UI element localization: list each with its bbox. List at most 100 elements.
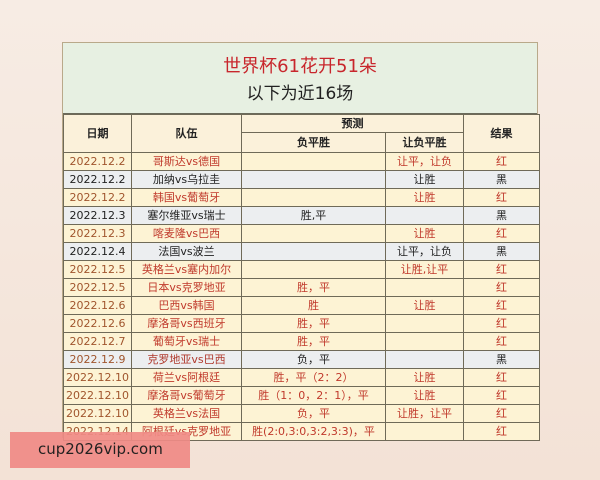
- date-cell: 2022.12.10: [63, 404, 132, 423]
- team-cell: 喀麦隆vs巴西: [131, 224, 242, 243]
- fps-cell: [241, 242, 386, 261]
- table-row: 2022.12.10 荷兰vs阿根廷 胜，平（2：2） 让胜红: [63, 368, 540, 387]
- fps-cell: 胜,平: [241, 206, 386, 225]
- table-row: 2022.12.3 喀麦隆vs巴西 让胜红: [63, 224, 540, 243]
- handicap-cell: [385, 350, 464, 369]
- title-box: 世界杯61花开51朵 以下为近16场: [63, 43, 537, 114]
- date-cell: 2022.12.9: [63, 350, 132, 369]
- date-cell: 2022.12.5: [63, 278, 132, 297]
- fps-cell: 胜（1：0，2：1），平: [241, 386, 386, 405]
- date-cell: 2022.12.2: [63, 152, 132, 171]
- team-cell: 哥斯达vs德国: [131, 152, 242, 171]
- header-prediction: 预测: [241, 114, 464, 133]
- date-cell: 2022.12.3: [63, 206, 132, 225]
- result-cell: 红: [463, 422, 540, 441]
- fps-cell: [241, 260, 386, 279]
- handicap-cell: 让胜,让平: [385, 260, 464, 279]
- table-row: 2022.12.6 摩洛哥vs西班牙 胜，平 红: [63, 314, 540, 333]
- team-cell: 巴西vs韩国: [131, 296, 242, 315]
- table-row: 2022.12.14阿根廷vs克罗地亚胜(2:0,3:0,3:2,3:3)，平红: [63, 422, 540, 441]
- date-cell: 2022.12.7: [63, 332, 132, 351]
- team-cell: 日本vs克罗地亚: [131, 278, 242, 297]
- header-result: 结果: [463, 114, 540, 153]
- handicap-cell: [385, 422, 464, 441]
- team-cell: 加纳vs乌拉圭: [131, 170, 242, 189]
- handicap-cell: 让平，让负: [385, 152, 464, 171]
- table-row: 2022.12.3 塞尔维亚vs瑞士 胜,平 黑: [63, 206, 540, 225]
- date-cell: 2022.12.10: [63, 386, 132, 405]
- team-cell: 摩洛哥vs西班牙: [131, 314, 242, 333]
- handicap-cell: [385, 278, 464, 297]
- table-row: 2022.12.9 克罗地亚vs巴西 负，平 黑: [63, 350, 540, 369]
- date-cell: 2022.12.2: [63, 188, 132, 207]
- handicap-cell: [385, 314, 464, 333]
- result-cell: 红: [463, 332, 540, 351]
- date-cell: 2022.12.5: [63, 260, 132, 279]
- team-cell: 英格兰vs塞内加尔: [131, 260, 242, 279]
- title: 世界杯61花开51朵: [223, 56, 377, 77]
- fps-cell: [241, 152, 386, 171]
- table-row: 2022.12.10 英格兰vs法国 负，平 让胜，让平红: [63, 404, 540, 423]
- prediction-table: 日期 队伍 预测 结果 负平胜 让负平胜 2022.12.2 哥斯达vs德国 让平，…: [63, 114, 540, 441]
- result-cell: 红: [463, 224, 540, 243]
- watermark-text: cup2026vip.com: [38, 440, 163, 458]
- date-cell: 2022.12.3: [63, 224, 132, 243]
- team-cell: 阿根廷vs克罗地亚: [131, 422, 242, 441]
- table-row: 2022.12.2 韩国vs葡萄牙 让胜红: [63, 188, 540, 207]
- team-cell: 荷兰vs阿根廷: [131, 368, 242, 387]
- handicap-cell: 让胜: [385, 368, 464, 387]
- result-cell: 红: [463, 188, 540, 207]
- result-cell: 红: [463, 278, 540, 297]
- header-date: 日期: [63, 114, 132, 153]
- fps-cell: 胜，平: [241, 278, 386, 297]
- fps-cell: 胜，平: [241, 314, 386, 333]
- fps-cell: 负，平: [241, 404, 386, 423]
- handicap-cell: 让胜: [385, 386, 464, 405]
- header-team: 队伍: [131, 114, 242, 153]
- result-cell: 红: [463, 404, 540, 423]
- header-handicap: 让负平胜: [385, 132, 464, 153]
- table-row: 2022.12.2 哥斯达vs德国 让平，让负红: [63, 152, 540, 171]
- fps-cell: 胜: [241, 296, 386, 315]
- result-cell: 黑: [463, 170, 540, 189]
- result-cell: 红: [463, 152, 540, 171]
- date-cell: 2022.12.6: [63, 314, 132, 333]
- table-row: 2022.12.10 摩洛哥vs葡萄牙 胜（1：0，2：1），平 让胜红: [63, 386, 540, 405]
- date-cell: 2022.12.10: [63, 368, 132, 387]
- fps-cell: 胜，平（2：2）: [241, 368, 386, 387]
- result-cell: 红: [463, 386, 540, 405]
- team-cell: 摩洛哥vs葡萄牙: [131, 386, 242, 405]
- fps-cell: 胜(2:0,3:0,3:2,3:3)，平: [241, 422, 386, 441]
- result-cell: 黑: [463, 350, 540, 369]
- fps-cell: [241, 188, 386, 207]
- result-cell: 黑: [463, 206, 540, 225]
- team-cell: 塞尔维亚vs瑞士: [131, 206, 242, 225]
- date-cell: 2022.12.6: [63, 296, 132, 315]
- handicap-cell: [385, 332, 464, 351]
- prediction-sheet: 世界杯61花开51朵 以下为近16场 日期 队伍 预测 结果 负平胜 让负平胜 …: [62, 42, 540, 441]
- team-cell: 克罗地亚vs巴西: [131, 350, 242, 369]
- table-row: 2022.12.6 巴西vs韩国胜让胜红: [63, 296, 540, 315]
- result-cell: 红: [463, 296, 540, 315]
- header-fps: 负平胜: [241, 132, 386, 153]
- handicap-cell: 让胜，让平: [385, 404, 464, 423]
- table-row: 2022.12.4 法国vs波兰 让平，让负黑: [63, 242, 540, 261]
- date-cell: 2022.12.4: [63, 242, 132, 261]
- handicap-cell: 让胜: [385, 224, 464, 243]
- handicap-cell: 让胜: [385, 170, 464, 189]
- watermark: cup2026vip.com: [10, 432, 190, 468]
- fps-cell: [241, 224, 386, 243]
- handicap-cell: 让胜: [385, 296, 464, 315]
- team-cell: 英格兰vs法国: [131, 404, 242, 423]
- handicap-cell: [385, 206, 464, 225]
- team-cell: 韩国vs葡萄牙: [131, 188, 242, 207]
- result-cell: 红: [463, 368, 540, 387]
- result-cell: 黑: [463, 242, 540, 261]
- handicap-cell: 让胜: [385, 188, 464, 207]
- table-row: 2022.12.7 葡萄牙vs瑞士 胜，平 红: [63, 332, 540, 351]
- team-cell: 葡萄牙vs瑞士: [131, 332, 242, 351]
- table-row: 2022.12.5 英格兰vs塞内加尔 让胜,让平红: [63, 260, 540, 279]
- fps-cell: [241, 170, 386, 189]
- table-row: 2022.12.5 日本vs克罗地亚 胜，平 红: [63, 278, 540, 297]
- date-cell: 2022.12.2: [63, 170, 132, 189]
